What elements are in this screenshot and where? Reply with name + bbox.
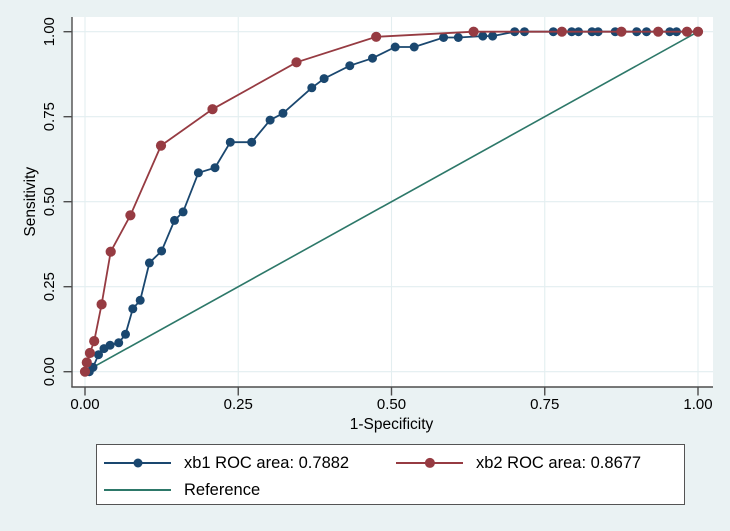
reference-line-sample xyxy=(104,489,171,492)
xb1-point xyxy=(345,61,355,71)
y-tick-label: 0.25 xyxy=(41,272,58,301)
xb1-point xyxy=(390,42,400,52)
xb1-point xyxy=(170,215,179,225)
xb2-point xyxy=(371,31,382,42)
x-tick-label: 0.00 xyxy=(70,396,99,413)
xb1-point xyxy=(157,246,167,256)
xb1-point xyxy=(247,137,257,147)
xb2-point xyxy=(681,26,693,37)
legend: xb1 ROC area: 0.7882 xb2 ROC area: 0.867… xyxy=(96,444,685,505)
y-tick-label: 0.50 xyxy=(41,187,58,216)
xb1-point xyxy=(409,42,419,52)
xb1-point xyxy=(114,338,124,348)
xb1-point xyxy=(210,163,220,173)
series-xb2 xyxy=(79,26,704,377)
xb2-point xyxy=(207,104,218,115)
xb1-point xyxy=(105,340,115,350)
y-tick-label: 0.00 xyxy=(41,357,58,386)
xb2-point xyxy=(79,366,91,377)
xb2-marker-dot-icon xyxy=(424,457,435,469)
y-tick-label: 1.00 xyxy=(41,17,58,46)
xb2-point xyxy=(468,26,479,37)
xb2-point xyxy=(556,26,568,37)
x-tick-label: 0.50 xyxy=(377,396,406,413)
xb2-point xyxy=(96,299,107,310)
xb1-point xyxy=(439,33,449,42)
xb1-point xyxy=(368,53,377,63)
legend-item-xb1: xb1 ROC area: 0.7882 xyxy=(104,452,349,474)
xb1-point xyxy=(128,304,138,314)
xb1-point xyxy=(307,83,317,93)
reference-line-swatch xyxy=(104,483,171,497)
xb2-point xyxy=(291,57,302,68)
x-axis-title: 1-Specificity xyxy=(350,416,434,433)
xb2-point xyxy=(84,347,95,359)
legend-item-reference: Reference xyxy=(104,479,260,501)
legend-item-xb2: xb2 ROC area: 0.8677 xyxy=(396,452,641,474)
xb1-point xyxy=(144,258,154,268)
xb1-point xyxy=(94,350,103,360)
xb2-point xyxy=(89,336,100,347)
xb2-point xyxy=(81,357,92,368)
xb1-point xyxy=(478,31,488,41)
xb1-point xyxy=(278,108,288,118)
x-tick-label: 0.75 xyxy=(530,396,559,413)
xb1-marker-dot-icon xyxy=(133,458,142,468)
xb1-point xyxy=(265,115,275,125)
xb2-point xyxy=(155,140,167,151)
xb2-point xyxy=(653,26,664,37)
xb2-point xyxy=(105,246,116,257)
series-reference xyxy=(84,31,699,373)
xb2-line-marker-swatch xyxy=(396,456,463,470)
x-tick-label: 0.25 xyxy=(224,396,253,413)
xb2-point xyxy=(616,26,627,37)
xb1-point xyxy=(319,74,329,84)
xb1-line-marker-swatch xyxy=(104,456,171,470)
xb1-point xyxy=(135,295,145,305)
legend-label-xb1: xb1 ROC area: 0.7882 xyxy=(184,454,350,472)
xb1-point xyxy=(178,207,188,217)
legend-label-reference: Reference xyxy=(184,481,261,499)
xb1-point xyxy=(225,137,235,147)
y-tick-label: 0.75 xyxy=(41,102,58,131)
xb1-point xyxy=(453,33,463,42)
y-axis-title: Sensitivity xyxy=(22,167,39,237)
x-tick-label: 1.00 xyxy=(683,396,712,413)
xb2-point xyxy=(692,26,704,37)
axes: 0.00 0.25 0.50 0.75 1.00 0.00 0.25 0.50 0.75 1.00 xyxy=(41,17,713,413)
legend-label-xb2: xb2 ROC area: 0.8677 xyxy=(476,454,642,472)
xb1-point xyxy=(193,168,203,178)
xb1-point xyxy=(121,329,130,339)
reference-curve xyxy=(84,31,699,373)
xb1-point xyxy=(488,31,498,41)
xb2-point xyxy=(125,210,136,221)
